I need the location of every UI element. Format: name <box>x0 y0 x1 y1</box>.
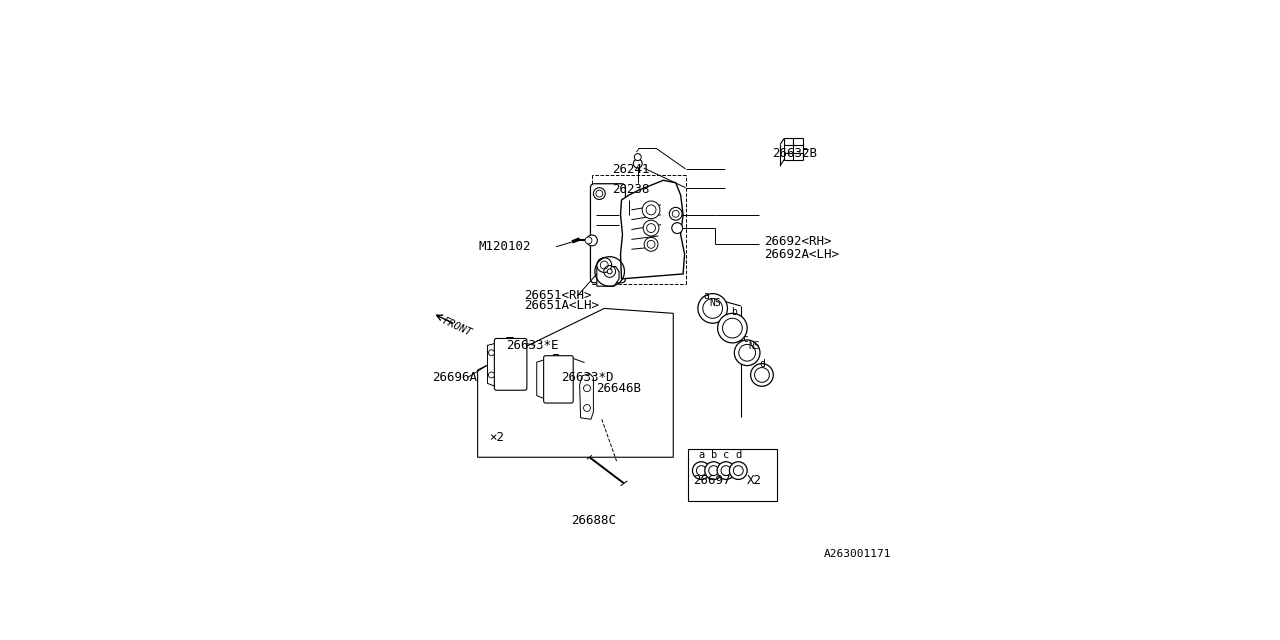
Text: 26692<RH>: 26692<RH> <box>764 236 832 248</box>
Text: b: b <box>731 307 737 317</box>
Circle shape <box>672 223 682 234</box>
Polygon shape <box>596 266 620 286</box>
Text: 26633*E: 26633*E <box>506 339 558 352</box>
Text: 26696A: 26696A <box>431 371 476 384</box>
Circle shape <box>489 350 494 356</box>
Circle shape <box>750 364 773 387</box>
Text: a: a <box>704 291 709 301</box>
Circle shape <box>596 258 612 273</box>
Circle shape <box>755 367 769 382</box>
Circle shape <box>584 404 590 412</box>
Text: a: a <box>698 450 704 460</box>
Circle shape <box>709 466 718 476</box>
FancyBboxPatch shape <box>544 356 573 403</box>
Text: ×2: ×2 <box>489 431 504 444</box>
Text: c: c <box>723 450 730 460</box>
Circle shape <box>721 466 731 476</box>
Circle shape <box>596 190 603 197</box>
Text: 26697: 26697 <box>692 474 731 488</box>
Circle shape <box>643 220 659 236</box>
Circle shape <box>730 461 748 479</box>
Text: d: d <box>735 450 741 460</box>
Text: 26651A<LH>: 26651A<LH> <box>525 300 599 312</box>
FancyBboxPatch shape <box>590 184 626 283</box>
Circle shape <box>698 294 727 323</box>
Text: b: b <box>710 450 717 460</box>
Circle shape <box>739 344 755 361</box>
Circle shape <box>489 372 494 378</box>
FancyBboxPatch shape <box>494 339 527 390</box>
Circle shape <box>594 188 605 200</box>
Text: M120102: M120102 <box>479 240 531 253</box>
Circle shape <box>669 207 682 220</box>
Text: 26238: 26238 <box>612 182 649 196</box>
Circle shape <box>692 461 710 479</box>
Text: 26651<RH>: 26651<RH> <box>525 289 591 302</box>
Circle shape <box>717 461 735 479</box>
Circle shape <box>584 385 590 392</box>
Circle shape <box>600 261 608 269</box>
Circle shape <box>586 235 598 246</box>
Circle shape <box>634 159 643 168</box>
Text: 26632B: 26632B <box>772 147 817 160</box>
Polygon shape <box>621 180 685 279</box>
Circle shape <box>585 237 591 244</box>
Text: 26646B: 26646B <box>596 381 641 395</box>
Circle shape <box>672 211 680 217</box>
Text: X2: X2 <box>748 474 762 488</box>
Text: c: c <box>742 335 748 344</box>
Text: 26241: 26241 <box>612 163 649 176</box>
Circle shape <box>635 154 641 161</box>
Text: FRONT: FRONT <box>442 316 474 338</box>
Circle shape <box>705 461 722 479</box>
Text: 26692A<LH>: 26692A<LH> <box>764 248 840 260</box>
Polygon shape <box>580 374 594 419</box>
Text: A263001171: A263001171 <box>824 548 892 559</box>
Text: NS: NS <box>709 298 722 308</box>
Circle shape <box>703 298 722 318</box>
Circle shape <box>607 269 612 274</box>
Bar <box>689 449 777 500</box>
Text: NS: NS <box>748 341 760 351</box>
Circle shape <box>722 318 742 338</box>
Circle shape <box>648 241 655 248</box>
Polygon shape <box>488 343 498 387</box>
Circle shape <box>735 340 760 365</box>
Circle shape <box>646 223 655 232</box>
Circle shape <box>644 237 658 252</box>
Text: 26688C: 26688C <box>571 514 616 527</box>
Circle shape <box>643 201 660 219</box>
Circle shape <box>718 314 748 343</box>
Text: 26633*D: 26633*D <box>561 371 613 384</box>
Circle shape <box>646 205 657 215</box>
Text: d: d <box>759 359 765 369</box>
Circle shape <box>733 466 744 476</box>
Circle shape <box>696 466 707 476</box>
Polygon shape <box>536 359 547 399</box>
